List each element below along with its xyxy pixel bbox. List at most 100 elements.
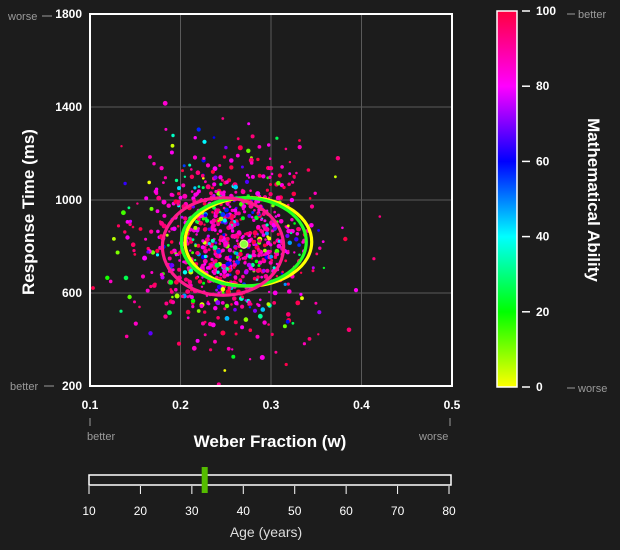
scatter-point — [207, 248, 211, 252]
scatter-point — [206, 300, 210, 303]
scatter-point — [147, 180, 151, 185]
scatter-point — [233, 307, 237, 312]
scatter-point — [188, 237, 192, 241]
scatter-point — [274, 350, 278, 354]
scatter-point — [205, 163, 211, 168]
scatter-point — [191, 238, 195, 242]
scatter-point — [262, 320, 267, 325]
scatter-point — [214, 253, 219, 258]
scatter-point — [255, 268, 261, 273]
scatter-point — [218, 175, 223, 180]
scatter-point — [295, 232, 300, 236]
scatter-point — [148, 155, 152, 159]
scatter-point — [116, 224, 121, 228]
scatter-point — [286, 228, 292, 234]
scatter-point — [223, 307, 227, 311]
y-tick-label: 1800 — [55, 7, 82, 21]
scatter-point — [82, 187, 86, 191]
age-slider-handle[interactable] — [201, 467, 208, 493]
scatter-point — [133, 253, 137, 256]
scatter-point — [222, 206, 226, 210]
scatter-point — [288, 172, 292, 176]
scatter-point — [270, 332, 274, 336]
scatter-point — [187, 279, 193, 285]
scatter-point — [182, 270, 188, 275]
scatter-point — [223, 241, 229, 247]
scatter-point — [272, 241, 277, 245]
scatter-point — [236, 211, 241, 216]
scatter-point — [247, 176, 251, 179]
scatter-point — [209, 348, 213, 352]
scatter-point — [153, 189, 159, 194]
scatter-point — [236, 242, 240, 245]
scatter-point — [144, 196, 149, 201]
scatter-point — [130, 242, 136, 247]
scatter-point — [210, 257, 214, 261]
scatter-point — [169, 250, 174, 255]
scatter-point — [257, 303, 261, 307]
scatter-point — [300, 296, 304, 301]
scatter-point — [282, 324, 287, 329]
scatter-point — [288, 160, 292, 164]
y-axis-ticks: 200 600 1000 1400 1800 — [55, 7, 82, 393]
scatter-point — [241, 207, 245, 211]
scatter-point — [266, 235, 270, 239]
scatter-point — [229, 258, 232, 262]
scatter-point — [203, 333, 207, 337]
scatter-point — [178, 195, 183, 200]
scatter-point — [276, 180, 281, 186]
scatter-point — [257, 260, 263, 265]
scatter-point — [222, 273, 227, 279]
scatter-point — [311, 266, 315, 270]
age-tick-label: 30 — [185, 504, 199, 518]
x-tick-label: 0.2 — [172, 398, 189, 412]
scatter-point — [203, 223, 206, 226]
scatter-point — [335, 156, 341, 161]
scatter-point — [228, 224, 232, 228]
scatter-point — [203, 262, 207, 266]
scatter-point — [207, 302, 211, 306]
scatter-point — [317, 310, 322, 315]
scatter-point — [262, 253, 266, 256]
scatter-point — [254, 243, 258, 247]
scatter-point — [189, 295, 194, 300]
scatter-point — [213, 270, 216, 273]
scatter-point — [194, 276, 199, 280]
scatter-point — [235, 251, 239, 256]
scatter-point — [229, 193, 233, 197]
scatter-point — [315, 252, 319, 256]
y-tick-label: 200 — [62, 379, 82, 393]
age-slider-track[interactable] — [88, 474, 452, 486]
scatter-point — [287, 289, 292, 294]
scatter-point — [286, 282, 290, 286]
scatter-point — [125, 235, 130, 240]
scatter-point — [255, 191, 261, 197]
scatter-point — [201, 239, 205, 243]
scatter-point — [225, 266, 230, 271]
scatter-point — [232, 233, 238, 239]
scatter-point — [250, 134, 255, 139]
scatter-point — [211, 218, 217, 223]
scatter-point — [286, 249, 290, 253]
scatter-point — [240, 216, 245, 221]
scatter-point — [297, 243, 301, 247]
scatter-point — [202, 258, 208, 264]
scatter-point — [197, 227, 201, 230]
scatter-point — [298, 253, 301, 257]
scatter-point — [204, 227, 208, 231]
scatter-point — [193, 186, 197, 190]
scatter-point — [209, 263, 214, 268]
scatter-point — [261, 257, 265, 261]
scatter-point — [212, 245, 218, 251]
scatter-point — [149, 284, 153, 289]
scatter-point — [228, 273, 232, 277]
scatter-point — [227, 248, 233, 253]
scatter-point — [205, 218, 210, 223]
scatter-point — [256, 275, 260, 279]
age-slider-label: Age (years) — [230, 524, 302, 540]
scatter-point — [282, 185, 286, 190]
scatter-point — [346, 327, 352, 333]
scatter-point — [225, 213, 230, 218]
scatter-point — [233, 275, 238, 279]
scatter-point — [161, 199, 167, 205]
